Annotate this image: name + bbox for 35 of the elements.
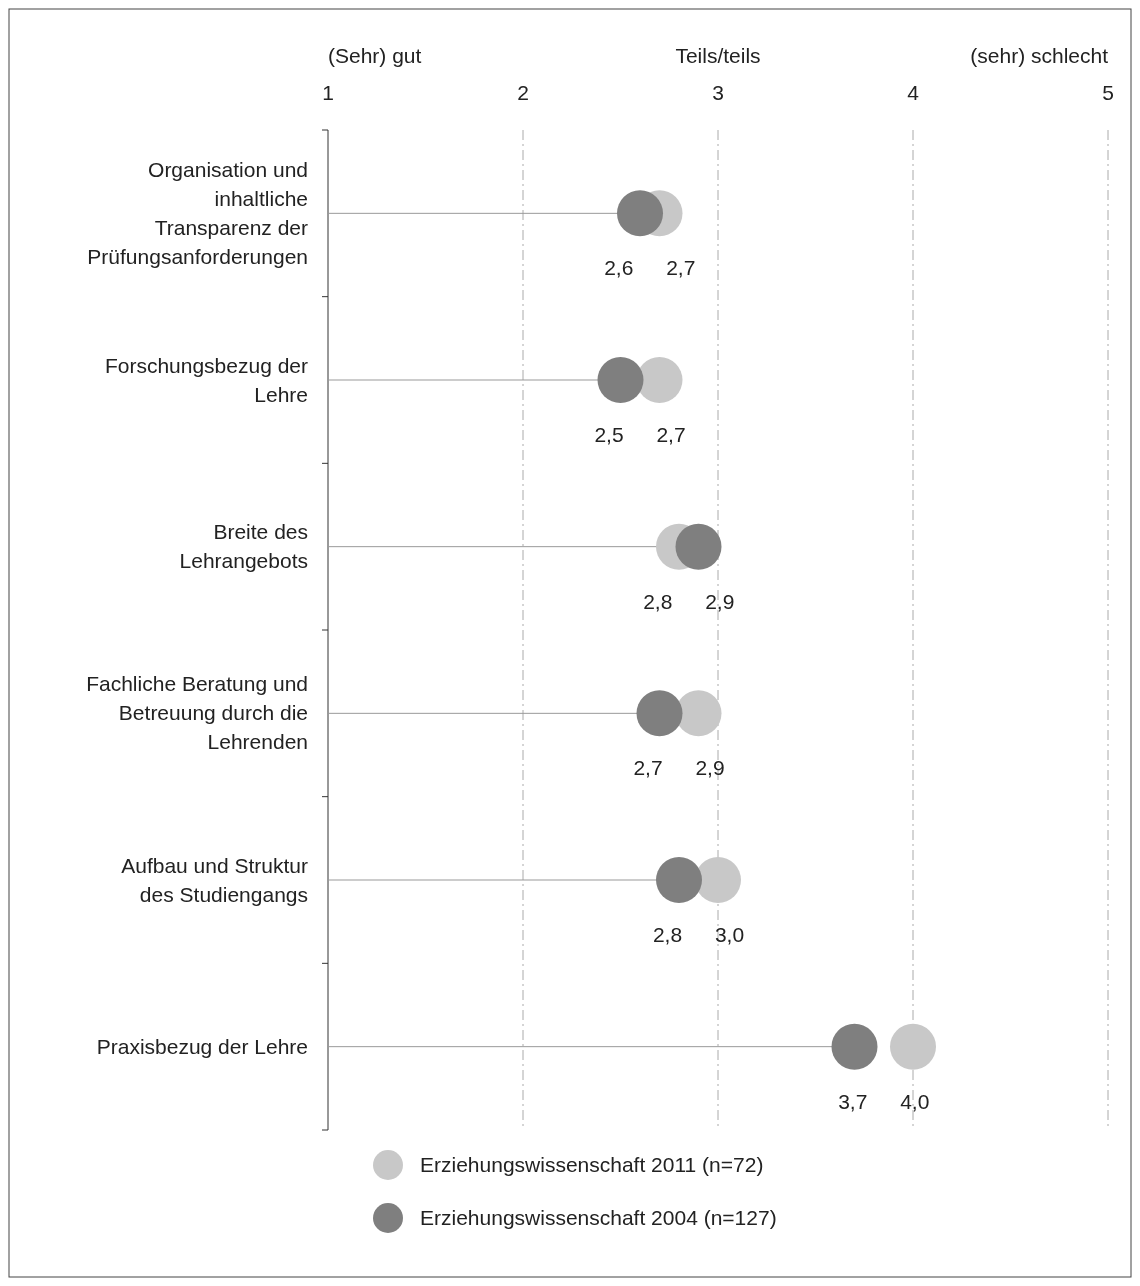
data-label: 2,7 <box>633 756 663 780</box>
point <box>617 190 663 237</box>
point <box>890 1023 936 1070</box>
point <box>597 357 644 403</box>
y-tick-label: Praxisbezug der Lehre <box>96 1034 308 1058</box>
x-tick-label: 1 <box>322 81 334 104</box>
x-tick-label: 4 <box>907 81 920 104</box>
x-tick-label: 3 <box>712 81 724 104</box>
data-label: 3,7 <box>838 1089 868 1113</box>
point <box>636 690 683 737</box>
point <box>831 1023 878 1070</box>
x-tick-label: 5 <box>1102 81 1114 104</box>
text: (sehr) schlecht <box>970 44 1109 67</box>
data-label: 2,8 <box>643 589 673 613</box>
data-label: 2,9 <box>705 589 735 613</box>
point <box>675 523 722 570</box>
legend-label: Erziehungswissenschaft 2011 (n=72) <box>420 1153 764 1176</box>
data-label: 2,7 <box>666 256 696 280</box>
data-label: 2,9 <box>695 756 725 780</box>
data-label: 3,0 <box>714 923 745 946</box>
data-label: 2,6 <box>604 256 634 280</box>
y-tick-label: Forschungsbezug der Lehre <box>104 353 308 406</box>
data-label: 2,8 <box>652 923 683 946</box>
y-tick-label: Fachliche Beratung und Betreuung durch die Lehrenden <box>86 672 308 754</box>
x-tick-label: 2 <box>517 81 529 104</box>
data-label: 4,0 <box>900 1089 930 1113</box>
data-label: 2,5 <box>594 423 624 446</box>
data-label: 2,7 <box>656 423 686 446</box>
y-tick-label: Breite des Lehrangebots <box>179 520 308 573</box>
point <box>656 857 702 903</box>
y-tick-label: Aufbau und Struktur des Studiengangs <box>121 853 308 906</box>
legend-label: Erziehungswissenschaft 2004 (n=127) <box>420 1206 777 1229</box>
y-tick-label: Organisation und inhaltliche Transparenz der Prüfungsanforderungen <box>87 157 309 268</box>
text: (Sehr) gut <box>328 44 422 67</box>
text: Teils/teils <box>675 44 761 67</box>
